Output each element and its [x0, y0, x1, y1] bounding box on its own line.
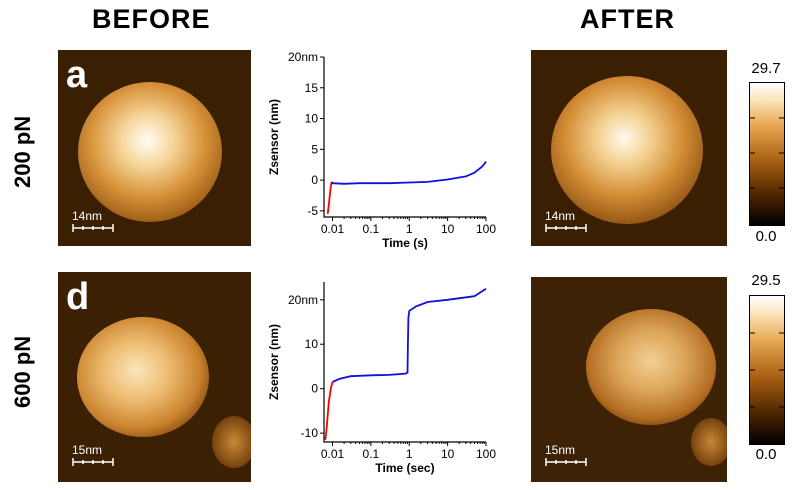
x-axis-label: Time (s)	[382, 236, 428, 250]
y-tick-label: 20nm	[288, 293, 318, 307]
y-tick-label: 5	[311, 142, 318, 156]
scale-bar-before-600pn: 15nm	[72, 444, 114, 467]
scale-bar-after-600pn: 15nm	[545, 444, 587, 467]
y-tick-label: -10	[301, 426, 319, 440]
y-tick-label: 15	[305, 81, 319, 95]
x-tick-label: 0.1	[363, 447, 380, 461]
colorbar-min-600pn: 0.0	[755, 446, 777, 463]
afm-image-after-200pn: 14nm	[531, 50, 727, 246]
x-tick-label: 100	[476, 222, 496, 236]
panel-letter-a: a	[66, 54, 88, 96]
series-line	[330, 161, 487, 185]
x-tick-label: 0.01	[321, 222, 345, 236]
x-tick-label: 1	[406, 447, 413, 461]
before-header: BEFORE	[92, 4, 211, 34]
scale-label: 14nm	[72, 209, 103, 223]
after-header: AFTER	[580, 4, 675, 34]
x-tick-label: 10	[441, 222, 455, 236]
x-tick-label: 0.1	[363, 222, 380, 236]
series-line	[332, 287, 487, 383]
y-axis-label: Zsensor (nm)	[267, 99, 281, 175]
scale-bar-after-200pn: 14nm	[545, 210, 587, 233]
x-tick-label: 0.01	[321, 447, 345, 461]
afm-image-before-600pn: d 15nm	[58, 272, 251, 482]
x-tick-label: 100	[476, 447, 496, 461]
afm-image-after-600pn: 15nm	[531, 277, 727, 482]
y-axis-label: Zsensor (nm)	[267, 324, 281, 400]
y-tick-label: 0	[311, 173, 318, 187]
y-tick-label: -5	[307, 204, 318, 218]
y-tick-label: 20nm	[288, 50, 318, 64]
chart-zsensor-200pn: 20nm 15 10 5 0 -50.01 0.1 1 10 100 Time (s) Zsensor…	[267, 50, 496, 250]
colorbar-min-200pn: 0.0	[755, 228, 777, 245]
scale-label: 15nm	[72, 443, 103, 457]
series-line	[324, 381, 334, 440]
chart-axes	[323, 282, 486, 443]
x-tick-label: 10	[441, 447, 455, 461]
scale-bar-before-200pn: 14nm	[72, 210, 114, 233]
afm-image-before-200pn: a 14nm	[58, 50, 251, 246]
chart-axes	[323, 57, 486, 218]
colorbar-200pn	[749, 82, 785, 226]
row-label-600pn: 600 pN	[10, 335, 35, 408]
chart0-group: 20nm 15 10 5 0 -50.01 0.1 1 10 100 Time (s) Zsensor…	[267, 50, 496, 250]
scale-label: 14nm	[545, 209, 576, 223]
colorbar-600pn	[749, 295, 785, 445]
scale-label: 15nm	[545, 443, 576, 457]
x-tick-label: 1	[406, 222, 413, 236]
panel-letter-d: d	[66, 276, 90, 318]
y-tick-label: 10	[305, 112, 319, 126]
y-tick-label: 10	[305, 337, 319, 351]
series-line	[326, 181, 333, 215]
x-axis-label: Time (sec)	[375, 461, 434, 475]
y-tick-label: 0	[311, 382, 318, 396]
colorbar-max-200pn: 29.7	[751, 60, 781, 77]
colorbar-max-600pn: 29.5	[751, 272, 781, 289]
row-label-200pn: 200 pN	[10, 115, 35, 188]
